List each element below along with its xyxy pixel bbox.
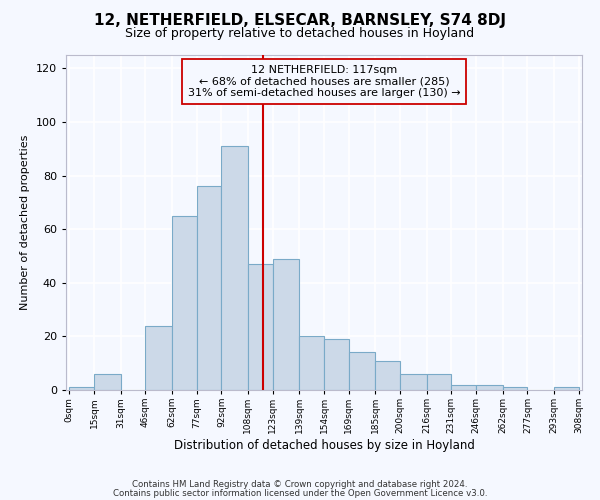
Text: 12, NETHERFIELD, ELSECAR, BARNSLEY, S74 8DJ: 12, NETHERFIELD, ELSECAR, BARNSLEY, S74 …: [94, 12, 506, 28]
Bar: [554, 388, 578, 390]
Bar: [248, 264, 273, 390]
Bar: [451, 384, 476, 390]
Bar: [503, 388, 527, 390]
Bar: [299, 336, 324, 390]
Bar: [400, 374, 427, 390]
Text: Contains HM Land Registry data © Crown copyright and database right 2024.: Contains HM Land Registry data © Crown c…: [132, 480, 468, 489]
Bar: [197, 186, 221, 390]
Bar: [476, 384, 503, 390]
Bar: [145, 326, 172, 390]
Text: 12 NETHERFIELD: 117sqm
← 68% of detached houses are smaller (285)
31% of semi-de: 12 NETHERFIELD: 117sqm ← 68% of detached…: [188, 65, 460, 98]
Text: Size of property relative to detached houses in Hoyland: Size of property relative to detached ho…: [125, 28, 475, 40]
Bar: [273, 258, 299, 390]
Bar: [349, 352, 375, 390]
Bar: [94, 374, 121, 390]
Bar: [221, 146, 248, 390]
Text: Contains public sector information licensed under the Open Government Licence v3: Contains public sector information licen…: [113, 488, 487, 498]
Bar: [324, 339, 349, 390]
Bar: [172, 216, 197, 390]
Y-axis label: Number of detached properties: Number of detached properties: [20, 135, 30, 310]
Bar: [70, 388, 94, 390]
Bar: [427, 374, 451, 390]
Bar: [375, 360, 400, 390]
X-axis label: Distribution of detached houses by size in Hoyland: Distribution of detached houses by size …: [173, 439, 475, 452]
